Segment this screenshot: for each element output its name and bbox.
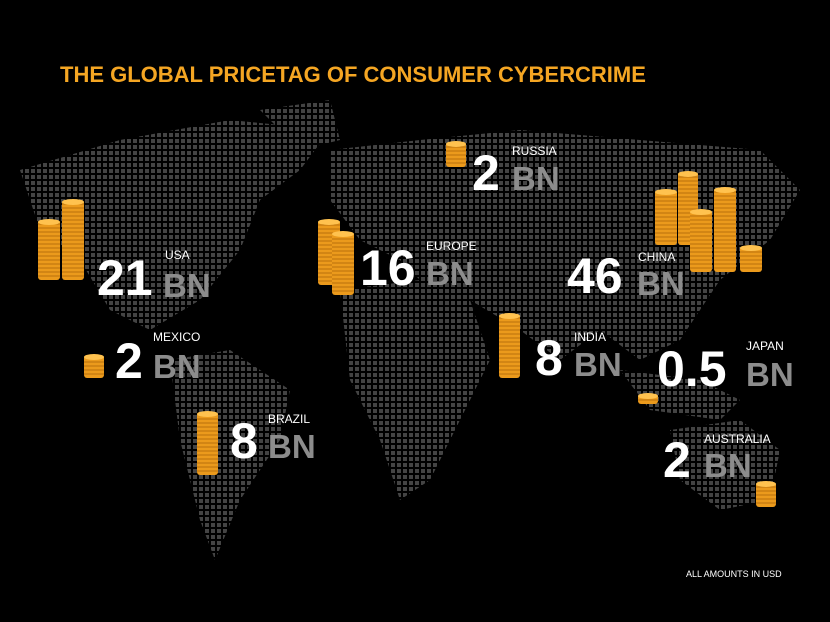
coin-top xyxy=(499,313,520,319)
coin-top xyxy=(756,481,776,487)
coin-stack xyxy=(499,313,520,378)
region-unit: BN xyxy=(637,265,685,302)
coin-body xyxy=(714,188,736,272)
coin-top xyxy=(446,141,466,147)
coin-stack xyxy=(38,219,60,280)
region-name: INDIA xyxy=(574,330,606,344)
coin-top xyxy=(714,187,736,193)
footnote: ALL AMOUNTS IN USD xyxy=(686,569,782,579)
coin-top xyxy=(318,219,340,225)
region-amount: 8 xyxy=(535,330,563,386)
coin-top xyxy=(197,411,218,417)
coin-top xyxy=(62,199,84,205)
region-name: MEXICO xyxy=(153,330,200,344)
coin-stack xyxy=(756,481,776,507)
coin-stack xyxy=(84,354,104,378)
region-amount: 0.5 xyxy=(657,341,727,397)
coin-stack xyxy=(655,189,677,245)
coin-top xyxy=(332,231,354,237)
region-name: RUSSIA xyxy=(512,144,557,158)
region-name: EUROPE xyxy=(426,239,477,253)
coin-top xyxy=(655,189,677,195)
coin-stack xyxy=(446,141,466,167)
region-name: CHINA xyxy=(638,250,675,264)
region-name: USA xyxy=(165,248,190,262)
coin-stack xyxy=(690,209,712,272)
region-amount: 8 xyxy=(230,413,258,469)
coin-stack xyxy=(197,411,218,475)
coin-top xyxy=(678,171,698,177)
region-unit: BN xyxy=(153,348,201,385)
region-name: AUSTRALIA xyxy=(704,432,771,446)
coin-stack xyxy=(62,199,84,280)
region-unit: BN xyxy=(268,428,316,465)
region-labels: 21 USA BN 2 MEXICO BN 8 BRAZIL BN 16 EUROPE BN 2 RUSS… xyxy=(97,144,794,488)
region-amount: 2 xyxy=(663,432,691,488)
coin-top xyxy=(38,219,60,225)
region-unit: BN xyxy=(746,356,794,393)
title: THE GLOBAL PRICETAG OF CONSUMER CYBERCRI… xyxy=(60,62,646,87)
region-unit: BN xyxy=(163,267,211,304)
coin-top xyxy=(690,209,712,215)
coin-stacks xyxy=(38,141,776,507)
coin-top xyxy=(638,393,658,399)
region-amount: 21 xyxy=(97,250,153,306)
region-amount: 2 xyxy=(115,333,143,389)
coin-stack xyxy=(714,187,736,272)
region-unit: BN xyxy=(704,447,752,484)
coin-top xyxy=(740,245,762,251)
region-name: BRAZIL xyxy=(268,412,310,426)
region-amount: 2 xyxy=(472,145,500,201)
region-unit: BN xyxy=(512,160,560,197)
coin-body xyxy=(690,210,712,272)
region-amount: 46 xyxy=(567,248,623,304)
region-amount: 16 xyxy=(360,240,416,296)
region-unit: BN xyxy=(426,255,474,292)
coin-stack xyxy=(332,231,354,295)
coin-stack xyxy=(740,245,762,272)
region-unit: BN xyxy=(574,346,622,383)
coin-stack xyxy=(638,393,658,404)
coin-top xyxy=(84,354,104,360)
coin-body xyxy=(38,220,60,280)
region-name: JAPAN xyxy=(746,339,784,353)
